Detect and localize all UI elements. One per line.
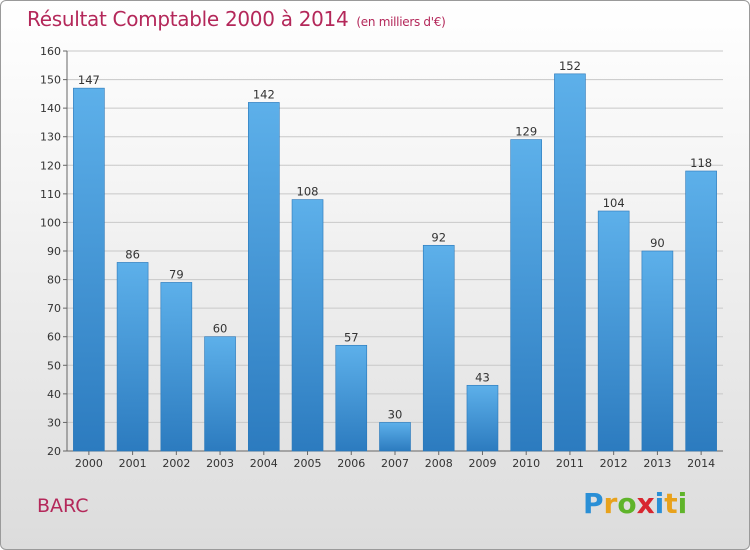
data-label: 129 — [515, 125, 537, 139]
data-label: 90 — [650, 236, 665, 250]
x-tick-label: 2002 — [162, 457, 190, 470]
bar-2002 — [160, 282, 193, 452]
x-tick-label: 2009 — [468, 457, 496, 470]
logo-letter: i — [677, 487, 688, 520]
x-tick-label: 2003 — [206, 457, 234, 470]
bar-2012 — [597, 210, 630, 452]
logo-letter: P — [583, 487, 604, 520]
bar-2007 — [379, 422, 411, 452]
logo-letter: r — [603, 487, 618, 520]
data-label: 92 — [431, 230, 446, 244]
bar-2011 — [554, 73, 586, 452]
data-label: 152 — [559, 59, 581, 73]
data-label: 79 — [169, 267, 184, 281]
data-labels: 147 86 79 60 142 108 57 30 92 43 129 152 104 90 118 — [78, 59, 712, 422]
x-tick-label: 2008 — [425, 457, 453, 470]
bar-2014 — [685, 170, 717, 452]
data-label: 57 — [344, 330, 359, 344]
y-tick-label: 90 — [47, 245, 61, 258]
data-label: 104 — [603, 196, 625, 210]
commune-name: BARC — [37, 495, 89, 517]
y-tick-label: 150 — [40, 74, 61, 87]
bar-2006 — [335, 344, 368, 452]
data-label: 60 — [213, 322, 228, 336]
bar-2001 — [116, 262, 149, 452]
bar-2003 — [204, 336, 236, 452]
data-label: 86 — [125, 247, 140, 261]
x-tick-label: 2005 — [294, 457, 322, 470]
y-tick-label: 120 — [40, 159, 61, 172]
data-label: 118 — [690, 156, 712, 170]
bar-2010 — [510, 139, 543, 452]
y-tick-label: 60 — [47, 331, 61, 344]
bar-2008 — [422, 244, 455, 452]
proxiti-logo[interactable]: Proxiti — [583, 487, 687, 520]
logo-letter: t — [664, 487, 678, 520]
bar-2013 — [641, 250, 674, 452]
logo-letter: i — [654, 487, 665, 520]
y-tick-label: 50 — [47, 359, 61, 372]
y-tick-label: 70 — [47, 302, 61, 315]
x-tick-label: 2007 — [381, 457, 409, 470]
data-label: 147 — [78, 73, 100, 87]
bar-2000 — [73, 87, 105, 452]
y-tick-label: 140 — [40, 102, 61, 115]
y-tick-label: 160 — [40, 45, 61, 58]
bar-2005 — [291, 199, 324, 452]
y-tick-label: 20 — [47, 445, 61, 458]
data-label: 30 — [388, 407, 403, 421]
chart-subtitle: (en milliers d'€) — [356, 15, 446, 29]
bars — [73, 73, 717, 452]
x-axis-ticks: 2000 2001 2002 2003 2004 2005 2006 2007 2008 2009… — [75, 457, 715, 470]
data-label: 43 — [475, 370, 490, 384]
y-tick-label: 40 — [47, 388, 61, 401]
x-tick-label: 2014 — [687, 457, 715, 470]
x-tick-label: 2000 — [75, 457, 103, 470]
y-tick-label: 130 — [40, 131, 61, 144]
data-label: 108 — [297, 185, 319, 199]
y-tick-label: 30 — [47, 416, 61, 429]
chart-title-text: Résultat Comptable 2000 à 2014 — [27, 7, 349, 31]
x-tick-label: 2010 — [512, 457, 540, 470]
logo-letter: o — [617, 487, 637, 520]
x-tick-label: 2012 — [600, 457, 628, 470]
y-axis-ticks: 20 30 40 50 60 70 80 90 100 110 120 130 140 150 160 — [40, 45, 61, 458]
x-tick-label: 2004 — [250, 457, 278, 470]
bar-2009 — [466, 384, 499, 452]
x-tick-label: 2001 — [119, 457, 147, 470]
y-tick-label: 110 — [40, 188, 61, 201]
x-tick-label: 2011 — [556, 457, 584, 470]
logo-letter: x — [636, 487, 655, 520]
x-tick-label: 2006 — [337, 457, 365, 470]
bar-2004 — [248, 102, 280, 452]
y-tick-label: 80 — [47, 274, 61, 287]
data-label: 142 — [253, 87, 275, 101]
chart-title: Résultat Comptable 2000 à 2014 (en millie… — [27, 7, 446, 31]
x-tick-label: 2013 — [643, 457, 671, 470]
y-tick-label: 100 — [40, 216, 61, 229]
